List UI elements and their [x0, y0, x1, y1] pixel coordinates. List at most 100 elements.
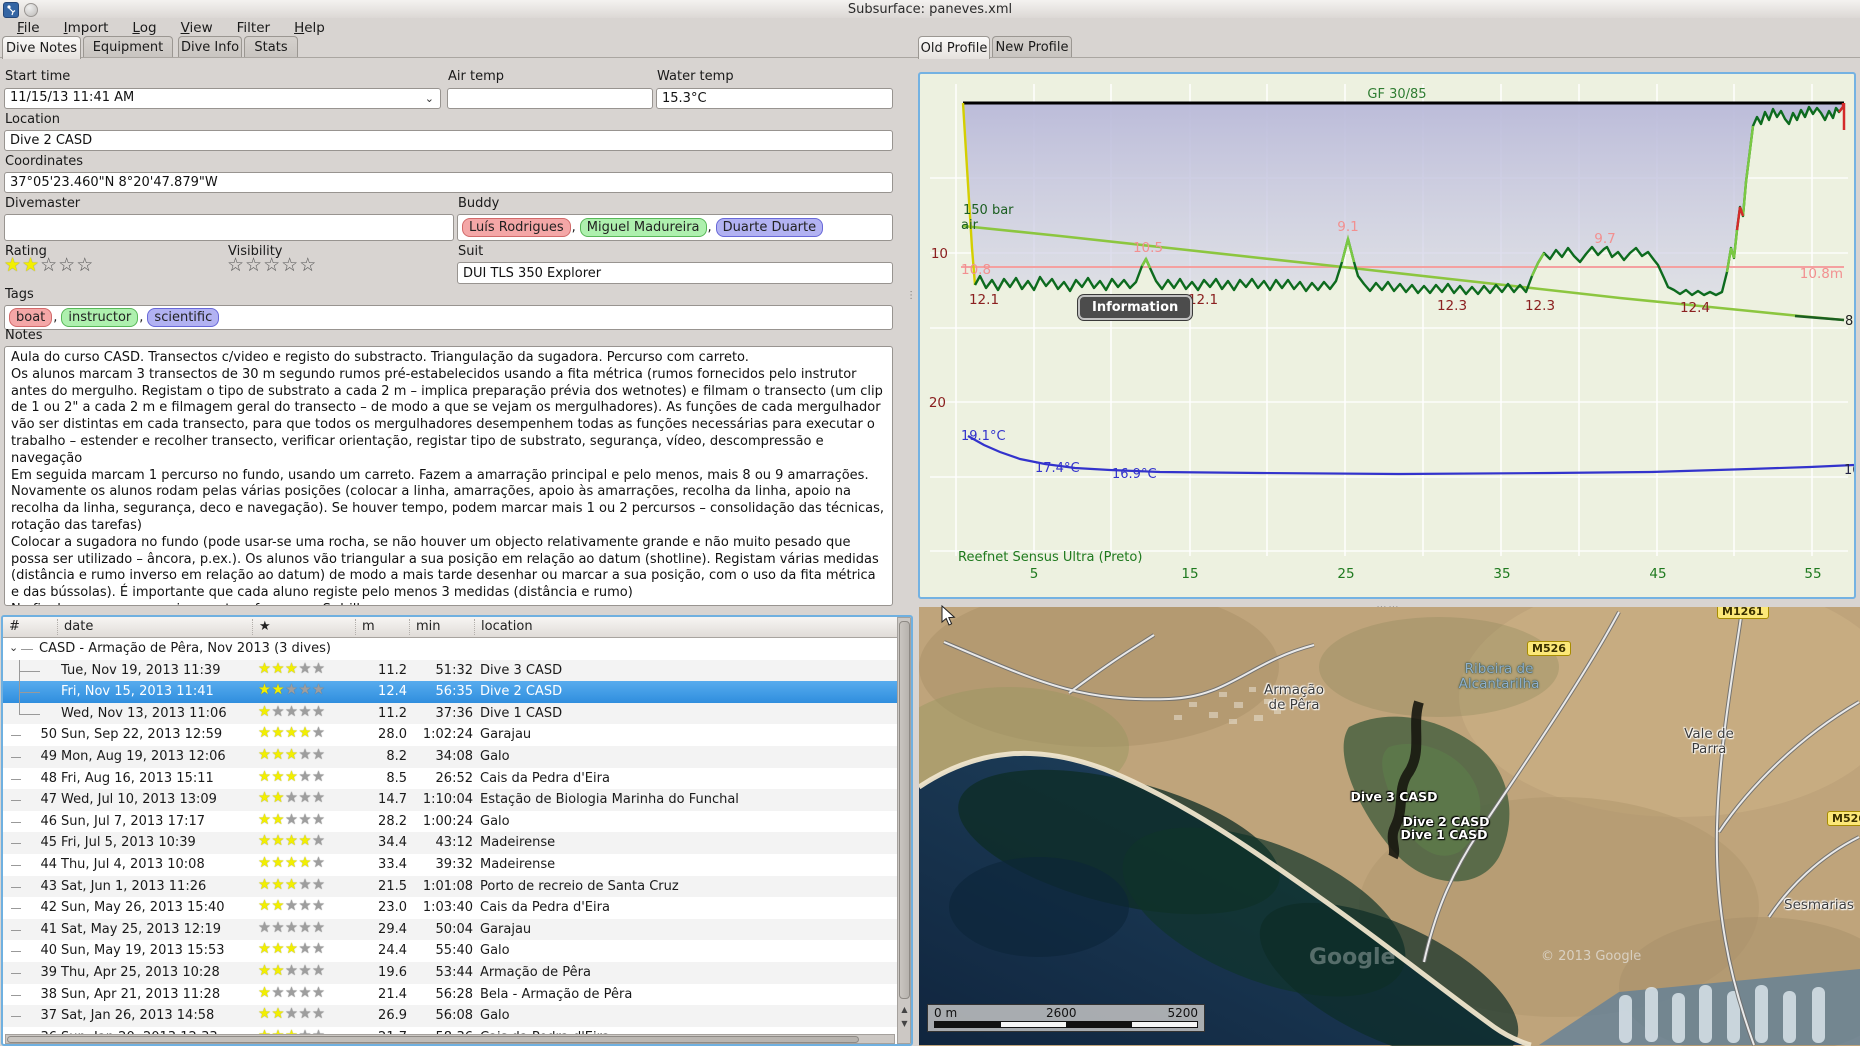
column-header-1[interactable]: date [57, 619, 93, 635]
dive-date: Mon, Aug 19, 2013 12:06 [61, 749, 226, 764]
buddy-pill[interactable]: Duarte Duarte [715, 218, 824, 237]
dive-rating-stars: ★★★★★ [258, 790, 326, 807]
dive-date: Thu, Jul 4, 2013 10:08 [61, 857, 205, 872]
column-header-4[interactable]: min [409, 619, 441, 635]
title-bar[interactable]: Subsurface: paneves.xml [0, 0, 1860, 18]
dive-rating-stars: ★★★★★ [258, 660, 326, 677]
star-icon[interactable]: ☆ [227, 254, 246, 276]
coordinates-label: Coordinates [5, 154, 84, 169]
star-icon[interactable]: ☆ [281, 254, 300, 276]
hscroll-thumb[interactable] [7, 1036, 859, 1043]
tab-new-profile[interactable]: New Profile [992, 36, 1072, 57]
column-header-3[interactable]: m [355, 619, 375, 635]
menu-view[interactable]: View [180, 19, 213, 36]
table-row[interactable]: 43 Sat, Jun 1, 2013 11:26 ★★★★★ 21.5 1:01:08… [3, 875, 897, 898]
information-button[interactable]: Information [1078, 295, 1193, 320]
dive-number: 46 [40, 813, 57, 829]
column-header-2[interactable]: ★ [252, 619, 271, 635]
star-icon[interactable]: ☆ [58, 254, 77, 276]
buddy-pill[interactable]: Miguel Madureira [579, 218, 707, 237]
start-time-combo[interactable]: 11/15/13 11:41 AM ⌄ [4, 88, 441, 109]
location-field[interactable] [4, 130, 893, 151]
dive-list-header[interactable]: # date ★ m min location [3, 617, 911, 638]
dive-list-vscrollbar[interactable]: ▲ ▼ [897, 617, 911, 1044]
map-splitter[interactable]: ⋯⋯ [917, 599, 1860, 613]
table-row[interactable]: 40 Sun, May 19, 2013 15:53 ★★★★★ 24.4 55:40 G… [3, 940, 897, 962]
map-place-label: Sesmarias [1784, 897, 1854, 913]
table-row[interactable]: 39 Thu, Apr 25, 2013 10:28 ★★★★★ 19.6 53:44 A… [3, 962, 897, 984]
tab-dive-notes[interactable]: Dive Notes [2, 36, 81, 59]
dive-depth: 29.4 [378, 921, 407, 937]
table-row[interactable]: Fri, Nov 15, 2013 11:41 ★★★★★ 12.4 56:35 Div… [3, 681, 897, 704]
rating-stars[interactable]: ★★☆☆☆ [4, 254, 94, 276]
divemaster-field[interactable] [4, 214, 454, 241]
dive-list-panel[interactable]: # date ★ m min location ⌄ CASD - Armação de Pê… [1, 615, 913, 1046]
visibility-stars[interactable]: ☆☆☆☆☆ [227, 254, 317, 276]
table-row[interactable]: Wed, Nov 13, 2013 11:06 ★★★★★ 11.2 37:36 Div… [3, 702, 897, 725]
table-row[interactable]: 50 Sun, Sep 22, 2013 12:59 ★★★★★ 28.0 1:02:2… [3, 724, 897, 746]
dive-profile-chart[interactable]: GF 30/85 150 bar air 10 20 10.8 10.5 9.1 9.7 10.8… [918, 72, 1856, 599]
dive-depth: 23.0 [378, 900, 407, 916]
tags-label: Tags [5, 287, 34, 302]
tag-pill[interactable]: boat [9, 308, 53, 327]
tab-old-profile[interactable]: Old Profile [918, 36, 990, 59]
menu-filter[interactable]: Filter [236, 19, 271, 36]
chart-annotation: 16.9°C [1112, 467, 1157, 482]
table-row[interactable]: 49 Mon, Aug 19, 2013 12:06 ★★★★★ 8.2 34:08 Ga… [3, 746, 897, 768]
table-row[interactable]: 44 Thu, Jul 4, 2013 10:08 ★★★★★ 33.4 39:32 Ma… [3, 854, 897, 876]
menu-file[interactable]: File [17, 19, 40, 36]
buddy-pill[interactable]: Luís Rodrigues [462, 218, 571, 237]
table-row[interactable]: 37 Sat, Jan 26, 2013 14:58 ★★★★★ 26.9 56:08 G… [3, 1005, 897, 1027]
table-row[interactable]: 41 Sat, May 25, 2013 12:19 ★★★★★ 29.4 50:04 G… [3, 918, 897, 941]
dive-list-hscrollbar[interactable] [5, 1034, 895, 1044]
star-icon[interactable]: ☆ [245, 254, 264, 276]
dive-location: Cais da Pedra d'Eira [480, 770, 610, 786]
star-icon[interactable]: ☆ [76, 254, 95, 276]
table-row[interactable]: 47 Wed, Jul 10, 2013 13:09 ★★★★★ 14.7 1:10:0… [3, 789, 897, 811]
scroll-up-icon[interactable]: ▲ [901, 1005, 908, 1014]
map-panel[interactable]: Armação de Pêra Ribeira de Alcantarilha Va… [919, 607, 1860, 1046]
air-temp-field[interactable] [447, 88, 653, 109]
menu-log[interactable]: Log [132, 19, 157, 36]
column-header-0[interactable]: # [9, 619, 20, 634]
table-row[interactable]: 42 Sun, May 26, 2013 15:40 ★★★★★ 23.0 1:03:4… [3, 897, 897, 919]
table-row[interactable]: 48 Fri, Aug 16, 2013 15:11 ★★★★★ 8.5 26:52 Ca… [3, 768, 897, 790]
water-temp-field[interactable] [656, 88, 893, 109]
table-row[interactable]: 45 Fri, Jul 5, 2013 10:39 ★★★★★ 34.4 43:12 Ma… [3, 832, 897, 854]
dive-number: 47 [40, 792, 57, 808]
star-icon[interactable]: ☆ [40, 254, 59, 276]
tab-stats[interactable]: Stats [244, 36, 298, 57]
pane-splitter[interactable]: ⋯ [905, 290, 916, 302]
tag-pill[interactable]: instructor [61, 308, 139, 327]
star-icon[interactable]: ★ [4, 254, 23, 276]
tab-equipment[interactable]: Equipment [83, 36, 173, 57]
vscroll-thumb[interactable] [899, 621, 910, 999]
collapse-icon[interactable]: ⌄ [9, 641, 19, 654]
menu-bar[interactable]: File Import Log View Filter Help [0, 18, 1860, 37]
dive-date: Sat, May 25, 2013 12:19 [61, 921, 222, 937]
table-row[interactable]: Tue, Nov 19, 2013 11:39 ★★★★★ 11.2 51:32 Div… [3, 659, 897, 682]
scroll-down-icon[interactable]: ▼ [901, 1019, 908, 1028]
dive-duration: 56:08 [435, 1008, 473, 1024]
map-place-label: Vale de Parra [1684, 726, 1734, 757]
column-header-5[interactable]: location [474, 619, 533, 635]
tab-dive-info[interactable]: Dive Info [178, 36, 242, 57]
chart-annotation: 10.8 [961, 262, 991, 278]
dive-rating-stars: ★★★★★ [258, 768, 326, 785]
tags-field[interactable]: boat, instructor, scientific [4, 305, 893, 330]
coordinates-field[interactable] [4, 172, 893, 193]
notes-textarea[interactable]: Aula do curso CASD. Transectos c/video e… [4, 346, 893, 606]
table-row[interactable]: 38 Sun, Apr 21, 2013 11:28 ★★★★★ 21.4 56:28 B… [3, 984, 897, 1006]
menu-import[interactable]: Import [63, 19, 109, 36]
chart-annotation: 19.1°C [961, 429, 1006, 444]
tag-pill[interactable]: scientific [147, 308, 220, 327]
star-icon[interactable]: ☆ [299, 254, 318, 276]
buddy-field[interactable]: Luís Rodrigues, Miguel Madureira, Duarte D… [457, 214, 893, 241]
star-icon[interactable]: ★ [22, 254, 41, 276]
air-temp-label: Air temp [448, 69, 504, 84]
table-row[interactable]: 46 Sun, Jul 7, 2013 17:17 ★★★★★ 28.2 1:00:24… [3, 811, 897, 833]
menu-help[interactable]: Help [294, 19, 325, 36]
star-icon[interactable]: ☆ [263, 254, 282, 276]
trip-group-row[interactable]: ⌄ CASD - Armação de Pêra, Nov 2013 (3 div… [3, 638, 897, 660]
suit-field[interactable] [457, 262, 893, 284]
